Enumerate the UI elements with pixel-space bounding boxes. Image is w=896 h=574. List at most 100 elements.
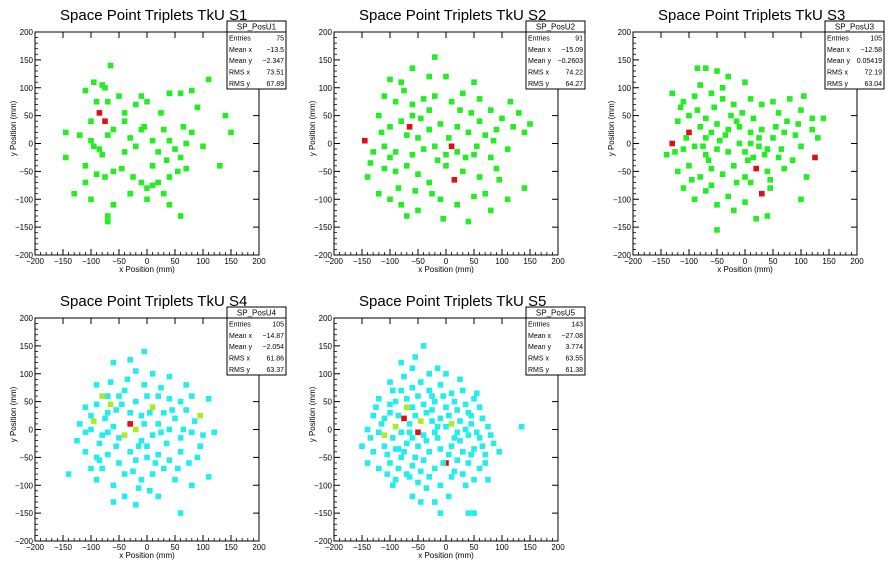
y-tick-label: 200 (319, 28, 333, 37)
histogram-bin (166, 174, 173, 180)
histogram-bin (149, 432, 156, 438)
histogram-bin (404, 404, 410, 410)
histogram-bin (717, 137, 723, 144)
x-axis-title: x Position (mm) (418, 265, 474, 274)
histogram-bin (166, 202, 173, 208)
histogram-bin (183, 140, 189, 147)
y-tick-label: 200 (618, 28, 632, 37)
histogram-bin (719, 85, 726, 91)
histogram-bin (381, 443, 388, 449)
histogram-bin (88, 426, 94, 433)
histogram-bin (88, 137, 94, 144)
histogram-bin (82, 179, 89, 186)
histogram-bin (189, 129, 195, 136)
histogram-bin (465, 129, 472, 136)
histogram-bin (490, 440, 497, 447)
histogram-bin (426, 371, 432, 377)
histogram-bin (711, 104, 717, 111)
histogram-bin (373, 404, 379, 410)
histogram-bin (409, 404, 416, 410)
histogram-bin (468, 110, 474, 116)
stats-value: −15.09 (561, 47, 583, 54)
y-tick-label: −200 (613, 251, 632, 260)
histogram-bin (761, 151, 768, 158)
histogram-bin (155, 493, 161, 500)
stats-value: 63.55 (565, 356, 583, 363)
histogram-bin (426, 449, 432, 455)
histogram-bin (88, 196, 94, 203)
histogram-bin (420, 343, 427, 349)
y-tick-label: 150 (319, 342, 333, 351)
histogram-bin (93, 171, 100, 177)
y-axis-title: y Position (mm) (308, 386, 317, 442)
histogram-bin (93, 98, 100, 105)
histogram-bin (93, 476, 100, 483)
x-tick-label: 50 (769, 257, 778, 266)
histogram-bin (683, 135, 689, 141)
histogram-bin (482, 190, 488, 197)
histogram-bin (175, 465, 181, 472)
stats-value: 61.86 (266, 356, 284, 363)
y-tick-label: 200 (20, 28, 34, 37)
histogram-bin (144, 454, 150, 461)
histogram-bin (384, 471, 390, 477)
histogram-bin (446, 412, 452, 419)
histogram-bin (110, 168, 117, 175)
histogram-bin (96, 440, 103, 447)
histogram-bin (482, 132, 488, 138)
stats-value: 73.51 (266, 70, 284, 77)
plot-frame (632, 31, 858, 256)
histogram-bin (448, 443, 455, 449)
histogram-bin (714, 146, 720, 152)
histogram-bin (708, 165, 715, 172)
histogram-bin (454, 429, 460, 436)
histogram-bin (446, 135, 452, 141)
histogram-bin (446, 451, 452, 458)
histogram-bin (367, 160, 374, 166)
histogram-bin (390, 435, 396, 441)
stats-label: RMS x (229, 356, 251, 363)
histogram-bin (364, 460, 371, 466)
histogram-bin (378, 129, 385, 136)
histogram-bin (412, 354, 418, 360)
histogram-bin (756, 143, 762, 150)
histogram-bin (454, 407, 460, 413)
histogram-bin (113, 443, 119, 449)
histogram-bin (121, 493, 128, 500)
histogram-bin (703, 151, 709, 158)
stats-value: 75 (276, 35, 284, 42)
plot-panel-s2: Space Point Triplets TkU S2−200−200−150−… (308, 7, 586, 274)
histogram-bin (457, 107, 463, 113)
plot-panel-s1: Space Point Triplets TkU S1−200−200−150−… (9, 7, 287, 274)
histogram-bin (147, 410, 153, 416)
x-tick-label: −50 (710, 257, 724, 266)
histogram-bin (93, 382, 100, 388)
histogram-bin (144, 98, 150, 105)
y-tick-label: −150 (314, 509, 333, 518)
histogram-bin (166, 426, 173, 433)
histogram-bin (770, 98, 776, 105)
histogram-bin (448, 98, 455, 105)
histogram-bin (197, 412, 203, 419)
stats-box-name: SP_PosU1 (237, 23, 277, 32)
histogram-bin (197, 443, 203, 449)
chart-title: Space Point Triplets TkU S1 (60, 7, 247, 24)
histogram-bin (426, 474, 432, 480)
histogram-bin (764, 168, 771, 175)
histogram-bin (138, 437, 145, 444)
histogram-bin (77, 421, 83, 427)
histogram-bin (398, 359, 404, 366)
histogram-bin (177, 435, 184, 441)
histogram-bin (801, 93, 807, 99)
y-tick-label: −50 (19, 167, 33, 176)
histogram-bin (63, 154, 69, 161)
x-tick-label: 100 (495, 257, 509, 266)
histogram-bin (759, 126, 765, 133)
histogram-bin (669, 140, 675, 147)
histogram-bin (426, 387, 432, 394)
stats-label: Mean y (827, 58, 850, 65)
histogram-bin (471, 79, 477, 85)
chart-title: Space Point Triplets TkU S5 (359, 293, 546, 310)
stats-value: −14.87 (262, 333, 284, 340)
